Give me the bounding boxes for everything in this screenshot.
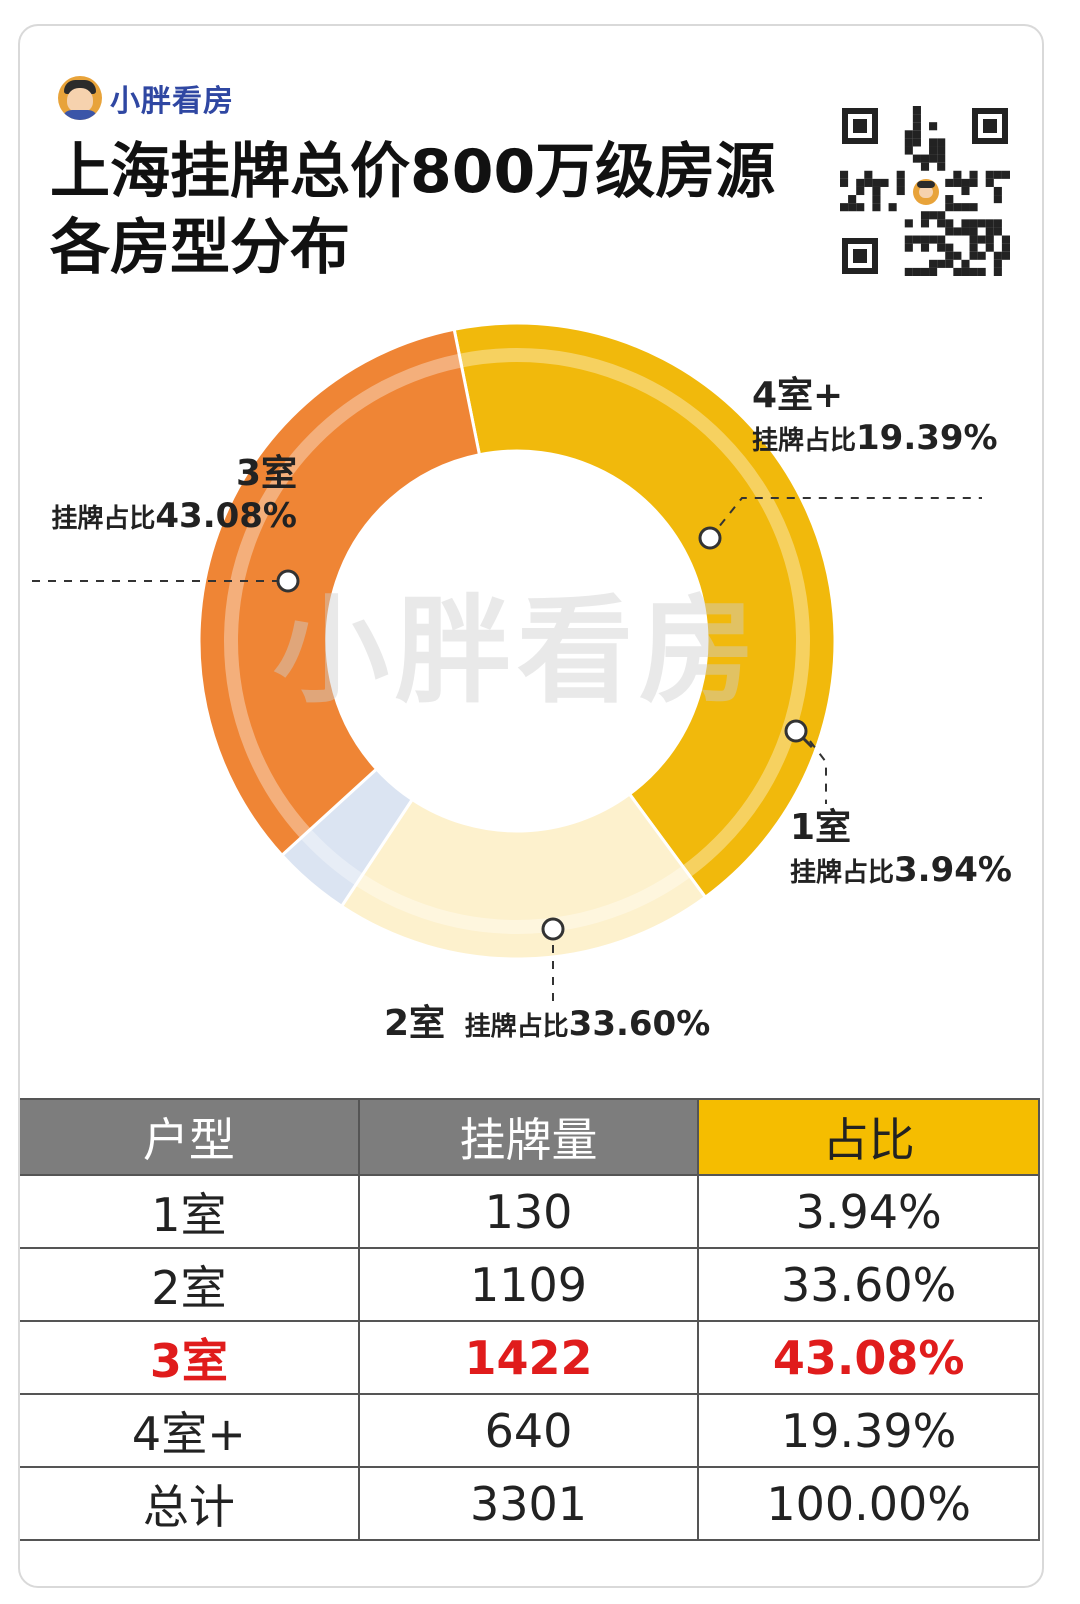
cell-type: 2室 [20,1247,360,1322]
slice-r2 [197,327,482,858]
cell-type: 1室 [20,1174,360,1249]
label-r1: 1室 挂牌占比3.94% [790,798,1012,890]
marker-r3 [276,569,300,593]
label-r4-prefix: 挂牌占比 [752,426,857,456]
table-row: 2室 1109 33.60% [20,1247,1040,1322]
label-r2: 2室 挂牌占比33.60% [384,994,710,1046]
cell-count: 1109 [357,1247,700,1322]
label-r4: 4室+ 挂牌占比19.39% [752,366,998,458]
cell-share: 100.00% [697,1466,1040,1541]
label-r2-prefix: 挂牌占比 [464,1012,569,1042]
label-r3: 3室 挂牌占比43.08% [50,444,297,536]
cell-type: 3室 [20,1320,360,1395]
label-r3-prefix: 挂牌占比 [51,504,156,534]
watermark: 小胖看房 [273,584,761,719]
label-r3-pct: 43.08% [155,496,297,536]
label-r4-name: 4室+ [752,375,844,416]
donut-chart: 小胖看房 [32,321,982,1006]
header-share: 占比 [697,1098,1040,1176]
marker-r2 [541,917,565,941]
avatar-icon [58,76,102,120]
leader-r1 [809,740,827,804]
label-r3-name: 3室 [235,453,297,494]
cell-type: 总计 [20,1466,360,1541]
qr-code-icon [840,106,1010,276]
table-row-total: 总计 3301 100.00% [20,1466,1040,1541]
cell-count: 130 [357,1174,700,1249]
page-title: 上海挂牌总价800万级房源 各房型分布 [50,134,830,286]
magnifier-icon [784,719,814,749]
cell-count: 1422 [357,1320,700,1395]
marker-r4 [698,526,722,550]
cell-count: 3301 [357,1466,700,1541]
table-header-row: 户型 挂牌量 占比 [20,1098,1040,1176]
slice-r3 [452,321,837,900]
cell-share: 3.94% [697,1174,1040,1249]
table-row: 1室 130 3.94% [20,1174,1040,1249]
label-r1-name: 1室 [790,807,852,848]
label-r2-pct: 33.60% [568,1004,711,1044]
label-r1-prefix: 挂牌占比 [790,858,895,888]
header-count: 挂牌量 [357,1098,700,1176]
title-line-1: 上海挂牌总价800万级房源 [50,137,776,207]
cell-share: 43.08% [697,1320,1040,1395]
label-r4-pct: 19.39% [856,418,998,458]
header-type: 户型 [20,1098,360,1176]
cell-type: 4室+ [20,1393,360,1468]
cell-share: 19.39% [697,1393,1040,1468]
leader-r4 [709,497,982,539]
infographic-card: 小胖看房 上海挂牌总价800万级房源 各房型分布 小胖看房 [18,24,1044,1588]
table-row: 4室+ 640 19.39% [20,1393,1040,1468]
title-line-2: 各房型分布 [50,213,350,283]
slice-r4 [339,791,708,961]
table-row-highlight: 3室 1422 43.08% [20,1320,1040,1395]
cell-count: 640 [357,1393,700,1468]
label-r1-pct: 3.94% [894,850,1012,890]
brand-name: 小胖看房 [110,84,234,119]
data-table: 户型 挂牌量 占比 1室 130 3.94% 2室 1109 33.60% 3室… [20,1098,1040,1541]
brand: 小胖看房 [58,74,234,122]
label-r2-name: 2室 [384,1003,446,1044]
cell-share: 33.60% [697,1247,1040,1322]
